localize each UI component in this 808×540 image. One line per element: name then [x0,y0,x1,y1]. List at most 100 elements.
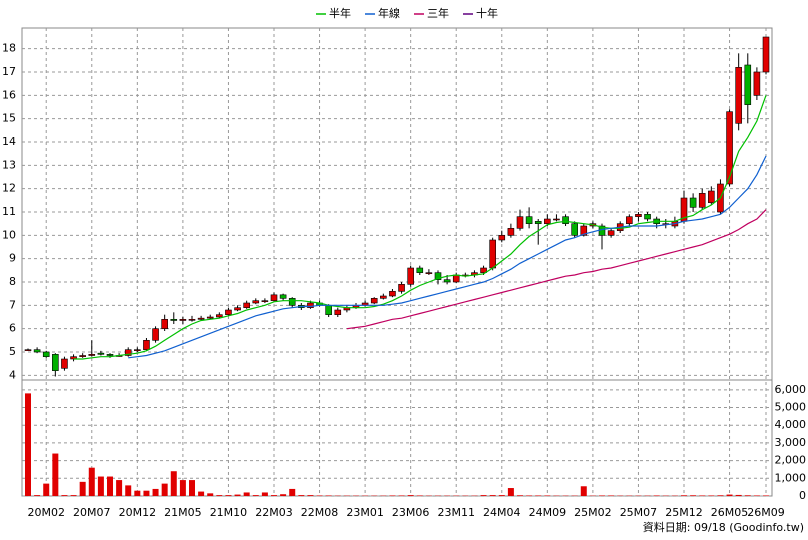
candle-body [370,298,378,304]
volume-bar [407,495,414,496]
candle-body [143,340,150,350]
y-tick-label: 12 [2,182,16,195]
x-tick-label: 23M11 [437,506,475,519]
volume-bar [216,495,223,496]
candle-body [252,300,260,304]
candle-body [689,197,697,208]
x-tick-label: 20M07 [73,506,111,519]
y-tick-label: 10 [2,228,16,241]
volume-bar [753,495,760,496]
candle-body [516,216,524,229]
source-note: 資料日期: 09/18 (Goodinfo.tw) [643,520,804,534]
volume-bar [225,495,232,496]
candle-body [88,354,96,356]
volume-bar [507,488,514,496]
candle-body [443,279,451,283]
y-tick-label: 4 [9,368,16,381]
candle-body [744,64,752,105]
volume-bar [744,495,751,496]
candle-body [380,295,387,299]
candle-body [735,67,742,124]
x-tick-label: 25M02 [574,506,612,519]
volume-bar [726,494,733,496]
volume-bar [498,495,505,496]
candle-body [407,267,414,285]
candle-body [698,193,706,208]
legend-label: 半年 [329,6,351,20]
volume-bar [198,491,205,496]
x-tick-label: 20M12 [119,506,157,519]
volume-bar [107,476,113,496]
volume-bar [234,494,241,496]
candle-body [571,223,578,236]
legend-label: 三年 [427,6,449,20]
candle-body [389,291,396,297]
volume-bar [681,495,687,496]
ma-line [346,209,767,330]
volume-bar [289,488,296,496]
candle-body [106,354,114,356]
volume-bar [544,495,551,496]
candle-body [52,354,59,371]
y-tick-label: 8 [9,275,16,288]
volume-bar [243,492,250,496]
volume-bar [70,495,77,496]
candle-body [70,356,77,360]
x-tick-label: 22M08 [301,506,339,519]
volume-bar [517,495,523,496]
volume-bar [298,495,305,496]
volume-bar [79,481,86,496]
volume-bar [690,495,697,496]
candle-body [206,316,214,319]
ma-line [128,155,767,359]
candle-body [398,284,405,292]
y-tick-label: 15 [2,112,16,125]
volume-bar [389,495,396,496]
candle-body [726,111,733,185]
x-tick-label: 24M04 [483,506,521,519]
candle-body [124,349,132,356]
candle-body [334,309,342,315]
legend-label: 年線 [378,6,400,20]
candle-body [261,300,269,302]
candle-body [626,216,633,224]
y-tick-label: 6 [9,322,16,335]
volume-bar [125,485,132,496]
volume-bar [97,476,104,496]
candle-body [33,349,41,353]
x-tick-label: 22M03 [255,506,293,519]
x-tick-label: 25M12 [665,506,703,519]
candle-body [24,349,32,351]
volume-bar [325,495,332,496]
candle-body [288,298,296,306]
candle-body [79,355,86,357]
volume-bar [88,467,95,496]
y-tick-label: 7 [9,298,16,311]
volume-bar [170,471,177,496]
volume-bar [708,495,715,496]
x-tick-label: 23M01 [346,506,384,519]
candle-body [498,235,506,241]
volume-bar [608,495,615,496]
candle-body [644,214,651,220]
volume-bar [316,495,323,496]
y-tick-label: 0 [799,489,806,502]
volume-bar [580,486,587,496]
candle-body [134,349,141,351]
candle-body [179,319,187,321]
candle-body [434,272,442,280]
candle-body [234,307,241,311]
volume-bar [480,495,487,496]
volume-bar [261,492,268,496]
y-tick-label: 6,000 [775,383,807,396]
volume-bar [116,480,123,496]
candle-body [161,319,168,329]
plot-frame [21,27,773,497]
ma-line [73,95,767,360]
candle-body [416,267,424,273]
volume-bar [763,495,769,496]
legend-label: 十年 [476,6,498,20]
volume-bar [25,393,31,496]
volume-bar [161,483,168,496]
volume-bar [653,495,660,496]
